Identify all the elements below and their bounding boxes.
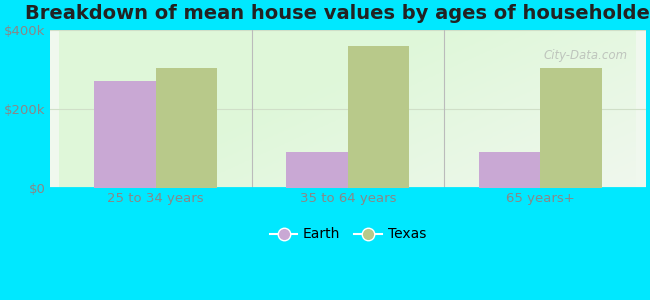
Title: Breakdown of mean house values by ages of householders: Breakdown of mean house values by ages o… [25, 4, 650, 23]
Bar [540, 68, 602, 188]
Bar [155, 68, 217, 188]
Bar [286, 152, 348, 188]
Text: City-Data.com: City-Data.com [544, 49, 628, 62]
Bar [94, 82, 155, 188]
Bar [348, 46, 410, 188]
Legend: Earth, Texas: Earth, Texas [264, 222, 432, 247]
Bar [478, 152, 540, 188]
